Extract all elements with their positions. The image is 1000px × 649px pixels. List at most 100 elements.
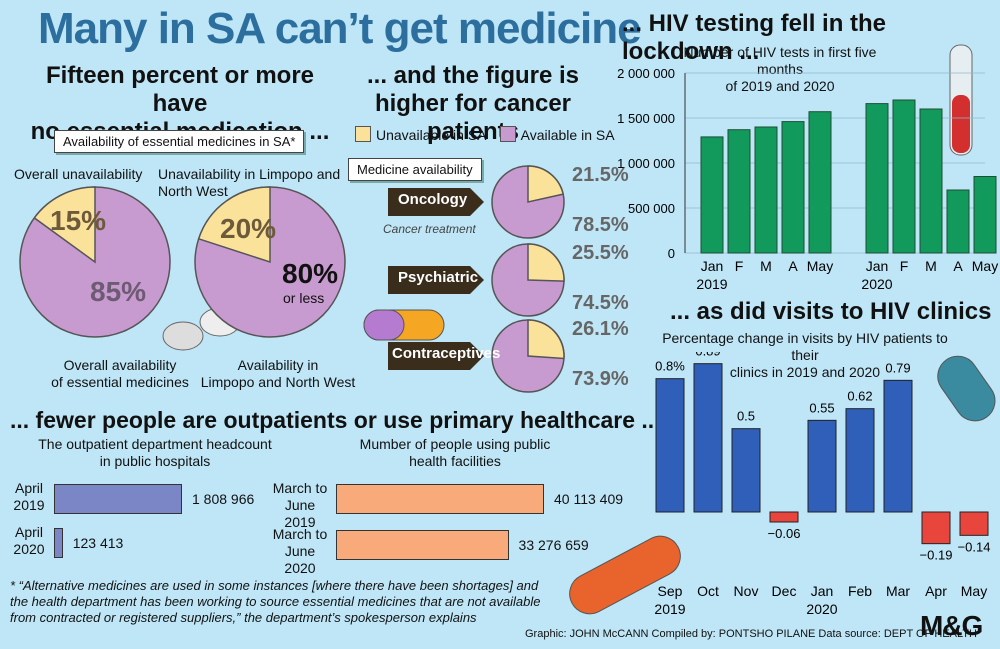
hiv-tests-xtick: M <box>925 258 937 274</box>
hiv-clinics-title-line1: Percentage change in visits by HIV patie… <box>662 330 948 363</box>
outpatient-bar <box>54 484 182 514</box>
hiv-testing-title-line2: of 2019 and 2020 <box>725 78 835 94</box>
hiv-tests-bar <box>727 129 751 254</box>
row-avail-pct: 78.5% <box>572 214 629 236</box>
hiv-tests-xtick: F <box>900 258 909 274</box>
hiv-tests-xtick: A <box>953 258 963 274</box>
limpopo-avail-pct: 80% <box>282 258 339 289</box>
outpatient-bar <box>54 528 63 558</box>
hiv-clinics-value-label: 0.8% <box>655 359 685 374</box>
hiv-clinics-value-label: 0.79 <box>885 360 910 375</box>
essential-medicines-box: Availability of essential medicines in S… <box>54 130 305 153</box>
hiv-clinics-title: Percentage change in visits by HIV patie… <box>660 330 950 381</box>
capsule-orange-icon <box>569 535 681 615</box>
overall-pie-unavailable-slice <box>33 186 96 264</box>
row-unavail-pct: 21.5% <box>572 164 629 186</box>
row-unavail-pct: 25.5% <box>572 242 629 264</box>
hiv-clinics-value-label: 0.62 <box>847 389 872 404</box>
overall-avail-label-line1: Overall availability <box>63 357 177 373</box>
pie-psychiatric-unavailable-slice <box>527 243 565 282</box>
hiv-clinics-value-label: −0.19 <box>920 548 953 563</box>
hiv-clinics-value-label: 0.5 <box>737 409 755 424</box>
hiv-tests-bar <box>700 136 724 254</box>
legend-avail-label: Available in SA <box>520 127 615 143</box>
hiv-tests-ytick: 1 000 000 <box>617 156 675 171</box>
hiv-clinics-heading: ... as did visits to HIV clinics <box>670 298 992 325</box>
row-tag-contraceptives: Contraceptives <box>392 345 501 362</box>
hiv-tests-xtick: Jan <box>866 258 889 274</box>
outpatient-row-label: April 2019 <box>13 480 45 513</box>
limpopo-unavail-label-line2: North West <box>158 183 228 199</box>
row-tag-arrow <box>388 266 484 294</box>
row-tag-arrow <box>388 342 484 370</box>
overall-avail-label-line2: of essential medicines <box>51 374 189 390</box>
hiv-tests-bar <box>946 189 970 254</box>
overall-unavail-pct: 15% <box>50 205 107 236</box>
hiv-testing-heading: ... HIV testing fell in the lockdown ... <box>622 10 887 65</box>
hiv-clinics-xtick: Jan <box>811 583 834 599</box>
row-tag-arrow <box>388 188 484 216</box>
hiv-clinics-chart: 0.8% Sep 2019 0.89 Oct 0.5 Nov −0.06 Dec 0.55 Jan 2… <box>654 352 990 617</box>
facility-row-label: March to June 2020 <box>272 526 328 576</box>
outpatient-title-line2: in public hospitals <box>99 453 211 469</box>
hiv-clinics-title-line2: clinics in 2019 and 2020 <box>729 364 881 380</box>
facility-title-line2: health facilities <box>409 453 501 469</box>
hiv-tests-bar <box>865 103 889 254</box>
hiv-tests-xtick: F <box>735 258 744 274</box>
facility-bar <box>336 530 509 560</box>
hiv-clinics-year-label: 2019 <box>654 601 685 617</box>
mg-logo: M&G <box>920 610 983 641</box>
facility-bar <box>336 484 544 514</box>
limpopo-avail-label: Availability in Limpopo and North West <box>198 357 358 391</box>
limpopo-unavail-label-line1: Unavailability in Limpopo and <box>158 166 341 182</box>
hiv-clinics-year-label: 2020 <box>806 601 837 617</box>
medicine-availability-box: Medicine availability <box>348 158 482 181</box>
capsule-purple-icon <box>363 309 445 341</box>
hiv-clinics-bar <box>731 428 761 513</box>
hiv-clinics-bar <box>655 378 685 513</box>
hiv-clinics-bar <box>693 363 723 513</box>
row-unavail-pct: 26.1% <box>572 318 629 340</box>
hiv-clinics-xtick: Oct <box>697 583 719 599</box>
overall-avail-label: Overall availability of essential medici… <box>30 357 210 391</box>
hiv-tests-year-label: 2020 <box>861 276 892 292</box>
outpatient-value: 1 808 966 <box>192 491 255 507</box>
hiv-clinics-bar <box>921 511 951 545</box>
hiv-clinics-bar <box>807 419 837 513</box>
hiv-clinics-bar <box>769 511 799 523</box>
section3-heading: ... fewer people are outpatients or use … <box>10 407 661 433</box>
hiv-clinics-value-label: 0.89 <box>695 352 720 359</box>
outpatient-value: 123 413 <box>72 535 124 551</box>
hiv-clinics-bar <box>959 511 989 536</box>
facility-title-line1: Mumber of people using public <box>359 436 551 452</box>
hiv-tests-xtick: M <box>760 258 772 274</box>
section2-heading-line1: ... and the figure is <box>366 62 580 89</box>
hiv-clinics-xtick: May <box>961 583 987 599</box>
hiv-tests-xtick: Jan <box>701 258 724 274</box>
hiv-clinics-xtick: Nov <box>734 583 759 599</box>
outpatient-row-label: April 2020 <box>13 524 45 557</box>
hiv-tests-ytick: 2 000 000 <box>617 66 675 81</box>
hiv-clinics-xtick: Apr <box>925 583 947 599</box>
row-avail-pct: 74.5% <box>572 292 629 314</box>
hiv-tests-year-label: 2019 <box>696 276 727 292</box>
row-tag-oncology: Oncology <box>398 191 468 208</box>
legend-swatch-avail <box>499 126 516 142</box>
hiv-tests-xtick: A <box>788 258 798 274</box>
row-sub-label: Cancer treatment <box>383 222 476 236</box>
hiv-tests-xtick: May <box>972 258 998 274</box>
limpopo-avail-label-line2: Limpopo and North West <box>200 374 356 390</box>
row-avail-pct: 73.9% <box>572 368 629 390</box>
section2-legend: Unavailable in SA Available in SA <box>355 126 615 144</box>
overall-unavail-label: Overall unavailability <box>14 166 143 182</box>
hiv-tests-xtick: May <box>807 258 833 274</box>
limpopo-avail-sub: or less <box>283 290 325 306</box>
hiv-tests-bar <box>781 121 805 254</box>
hiv-tests-ytick: 1 500 000 <box>617 111 675 126</box>
main-title: Many in SA can’t get medicine <box>38 4 642 53</box>
hiv-tests-bar <box>892 99 916 254</box>
footnote-line3: from contracted or registered suppliers,… <box>10 610 477 625</box>
hiv-clinics-bar <box>845 408 875 513</box>
hiv-clinics-xtick: Mar <box>886 583 910 599</box>
hiv-tests-bar <box>919 108 943 254</box>
